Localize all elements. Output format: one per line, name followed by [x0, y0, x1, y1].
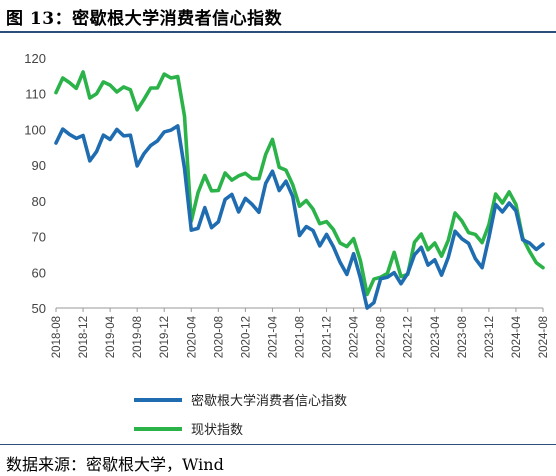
x-tick-label: 2021-12	[322, 316, 334, 358]
y-tick-label: 50	[32, 301, 46, 316]
x-tick-label: 2021-04	[267, 315, 279, 358]
x-tick-label: 2018-12	[78, 316, 90, 358]
x-tick-label: 2024-08	[538, 316, 550, 358]
x-tick-label: 2022-04	[349, 315, 361, 358]
title-rule	[0, 31, 556, 33]
x-tick-label: 2022-12	[403, 316, 415, 358]
x-axis: 2018-08 2018-12 2019-04 2019-08 2019-12 2020-…	[51, 307, 550, 358]
y-tick-label: 70	[32, 230, 46, 245]
x-tick-label: 2020-04	[186, 315, 198, 358]
y-tick-label: 80	[32, 194, 46, 209]
page-title: 图 13：密歇根大学消费者信心指数	[6, 9, 283, 29]
legend-label-1: 现状指数	[191, 423, 243, 438]
data-source-note: 数据来源：密歇根大学，Wind	[6, 455, 224, 474]
series-layer	[54, 70, 545, 310]
y-tick-label: 120	[24, 51, 46, 66]
x-tick-label: 2022-08	[376, 316, 388, 358]
legend-label-0: 密歇根大学消费者信心指数	[191, 393, 347, 409]
x-tick-label: 2021-08	[295, 316, 307, 358]
line-chart: 50 60 70 80 90 100 110 120 2018-08 2018-12 2019-0…	[24, 51, 550, 438]
y-tick-label: 100	[24, 122, 46, 137]
y-tick-label: 110	[25, 87, 46, 102]
y-tick-label: 60	[32, 265, 46, 280]
series-line-1	[54, 70, 545, 297]
series-line-0	[54, 124, 545, 310]
x-tick-label: 2018-08	[51, 316, 63, 358]
x-tick-label: 2023-08	[457, 316, 469, 358]
y-axis: 50 60 70 80 90 100 110 120	[24, 51, 46, 316]
x-tick-label: 2020-12	[240, 316, 252, 358]
x-tick-label: 2023-04	[430, 315, 442, 358]
x-tick-label: 2020-08	[213, 316, 225, 358]
y-tick-label: 90	[32, 158, 46, 173]
x-tick-label: 2019-12	[159, 316, 171, 358]
x-tick-label: 2019-08	[132, 316, 144, 358]
x-tick-label: 2023-12	[484, 316, 496, 358]
x-tick-label: 2019-04	[105, 315, 117, 358]
footer-rule	[0, 444, 556, 445]
x-tick-label: 2024-04	[511, 315, 523, 358]
